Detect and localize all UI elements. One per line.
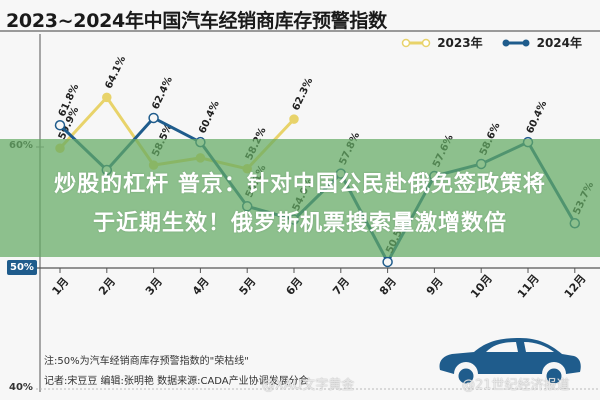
legend-line-marker-icon bbox=[502, 39, 530, 46]
x-tick-label: 9月 bbox=[424, 275, 446, 298]
data-label: 64.1% bbox=[104, 55, 129, 91]
legend-label: 2024年 bbox=[536, 36, 582, 50]
car-icon bbox=[439, 338, 581, 387]
data-label: 60.4% bbox=[197, 99, 222, 135]
title-divider bbox=[0, 30, 600, 32]
data-point[interactable] bbox=[54, 119, 66, 131]
x-tick-label: 11月 bbox=[515, 272, 542, 301]
data-point[interactable] bbox=[102, 92, 112, 103]
overlay-headline-line2[interactable]: 于近期生效！俄罗斯机票搜索量激增数倍 bbox=[92, 211, 507, 236]
watermark-right: @21世纪经济报道 bbox=[462, 378, 570, 393]
data-point[interactable] bbox=[289, 114, 299, 124]
footnote: 注:50%为汽车经销商库存预警指数的"荣枯线" bbox=[44, 356, 249, 367]
x-tick-label: 5月 bbox=[237, 275, 259, 298]
x-tick-label: 10月 bbox=[468, 272, 495, 301]
data-label: 62.3% bbox=[291, 76, 316, 112]
headline-overlay bbox=[0, 139, 600, 257]
data-point[interactable] bbox=[148, 112, 159, 124]
legend-label: 2023年 bbox=[437, 36, 483, 50]
credits: 记者:宋豆豆 编辑:张明艳 数据来源:CADA产业协调发展分会 bbox=[44, 376, 309, 387]
chart-title: 2023~2024年中国汽车经销商库存预警指数 bbox=[6, 10, 387, 32]
y-tick-label-threshold: 50% bbox=[7, 260, 37, 275]
x-tick-label: 1月 bbox=[49, 275, 71, 298]
x-tick-label: 4月 bbox=[190, 275, 212, 298]
x-tick-label: 2月 bbox=[96, 275, 118, 298]
x-tick-label: 8月 bbox=[377, 275, 399, 298]
data-label: 62.4% bbox=[150, 75, 175, 111]
data-label: 60.4% bbox=[525, 99, 550, 135]
chart-legend: 2023年 2024年 bbox=[401, 34, 582, 51]
watermark-left: @XAU文字黄金 bbox=[262, 378, 355, 393]
data-point[interactable] bbox=[382, 256, 393, 268]
overlay-headline-line1[interactable]: 炒股的杠杆 普京：针对中国公民赴俄免签政策将 bbox=[54, 172, 546, 197]
legend-item-2023: 2023年 bbox=[401, 34, 483, 51]
legend-line-marker-icon bbox=[401, 38, 431, 47]
x-tick-label: 6月 bbox=[283, 275, 305, 298]
x-tick-label: 3月 bbox=[143, 275, 165, 298]
x-tick-label: 12月 bbox=[562, 272, 589, 301]
x-tick-label: 7月 bbox=[330, 275, 352, 298]
y-tick-label: 40% bbox=[9, 382, 33, 393]
legend-item-2024: 2024年 bbox=[501, 34, 582, 51]
